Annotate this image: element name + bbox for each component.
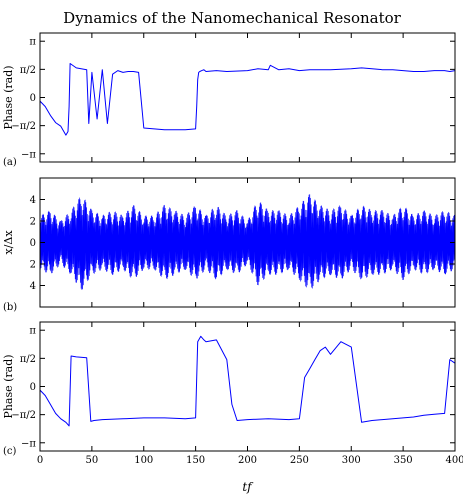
panel-b-ytick-label-2: 0 <box>30 238 36 249</box>
panel-a-trace <box>39 63 456 136</box>
x-tick-label-8: 400 <box>445 455 463 466</box>
panel-a-ytick-label-0: π <box>29 37 36 48</box>
x-tick-label-6: 300 <box>342 455 361 466</box>
panel-a-ytick-label-3: −π/2 <box>11 121 36 132</box>
x-tick-label-5: 250 <box>290 455 309 466</box>
panel-c-ylabel: Phase (rad) <box>2 354 15 418</box>
panel-c-label: (c) <box>3 446 17 457</box>
panel-a-ytick-label-4: −π <box>21 149 36 160</box>
x-tick-label-7: 350 <box>394 455 413 466</box>
panel-c: π π/2 0 −π/2 −π Phase (rad) (c) <box>2 321 456 457</box>
panel-a-ytick-label-2: 0 <box>30 93 36 104</box>
panel-b-ytick-label-4: 4 <box>30 281 36 292</box>
x-tick-label-0: 0 <box>37 455 43 466</box>
panel-b-ylabel: x/Δx <box>2 230 15 255</box>
panel-b-trace <box>39 194 456 290</box>
panel-c-ytick-label-1: π/2 <box>20 354 36 365</box>
panel-c-ticks: π π/2 0 −π/2 −π <box>11 322 456 451</box>
panel-c-trace <box>39 335 456 427</box>
panel-c-ytick-label-4: −π <box>21 438 36 449</box>
x-tick-label-4: 200 <box>238 455 257 466</box>
panel-b-ytick-label-0: 4 <box>30 195 36 206</box>
panel-a-frame <box>39 32 456 163</box>
panel-a-ticks: π π/2 0 −π/2 −π <box>11 33 456 162</box>
panel-b-ticks: 4 2 0 2 4 <box>30 178 456 307</box>
panel-a-ylabel: Phase (rad) <box>2 65 15 129</box>
panel-a-ytick-label-1: π/2 <box>20 65 36 76</box>
panel-b-label: (b) <box>3 302 17 313</box>
panel-a-series-line <box>39 63 456 136</box>
chart-title: Dynamics of the Nanomechanical Resonator <box>63 9 401 27</box>
panel-b-ytick-label-3: 2 <box>30 260 36 271</box>
x-axis-label: tf <box>242 480 254 494</box>
x-tick-label-2: 100 <box>134 455 153 466</box>
panel-c-ytick-label-0: π <box>29 326 36 337</box>
x-tick-label-3: 150 <box>186 455 205 466</box>
panel-c-ytick-label-3: −π/2 <box>11 410 36 421</box>
panel-c-series-line <box>39 335 456 427</box>
panel-a-label: (a) <box>3 157 17 168</box>
panel-c-ytick-label-2: 0 <box>30 382 36 393</box>
panel-b-ytick-label-1: 2 <box>30 217 36 228</box>
x-axis: 0 50 100 150 200 250 300 350 400 <box>37 455 463 466</box>
panel-b-series-line <box>39 194 456 290</box>
panel-b: 4 2 0 2 4 x/Δx (b) <box>2 177 456 313</box>
x-tick-label-1: 50 <box>86 455 99 466</box>
panel-a: π π/2 0 −π/2 −π Phase (rad) (a) <box>2 32 456 168</box>
panel-c-frame <box>39 321 456 452</box>
